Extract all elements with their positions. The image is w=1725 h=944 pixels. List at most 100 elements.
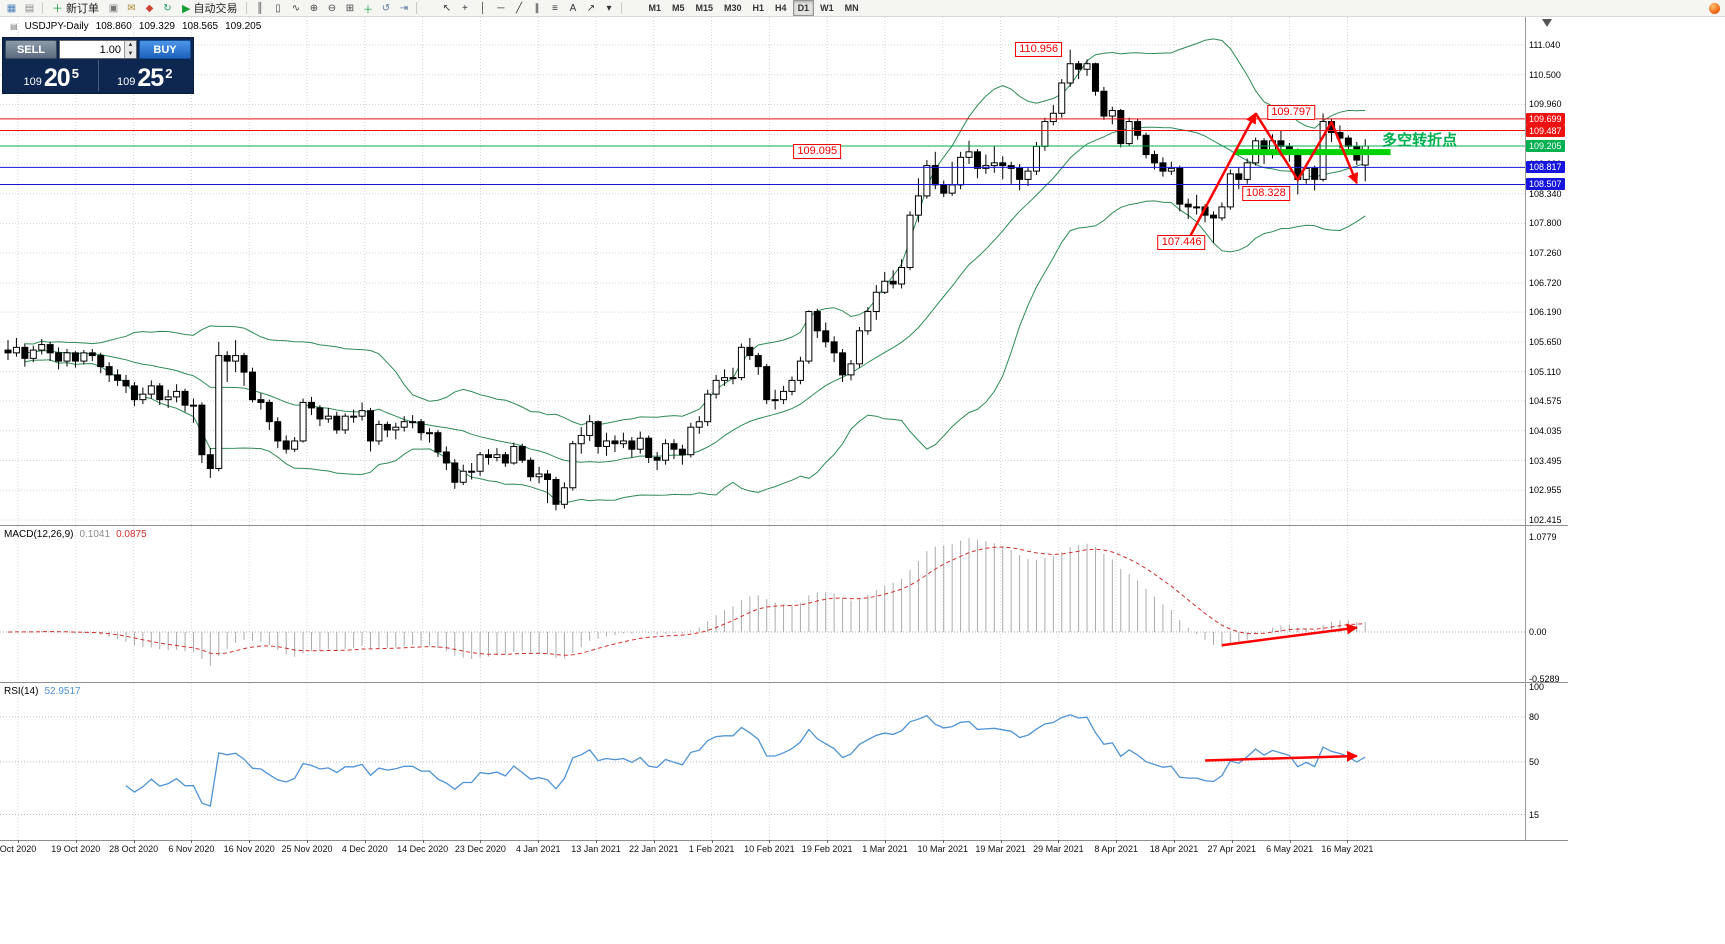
timeframe-button-m1[interactable]: M1 (648, 3, 661, 13)
candle (307, 396, 315, 416)
buy-button[interactable]: BUY (139, 40, 191, 59)
new-chart-icon[interactable]: ▦ (3, 1, 20, 16)
volume-up-arrow[interactable]: ▲ (125, 41, 136, 50)
candlestick-chart-icon[interactable]: ▯ (269, 1, 286, 16)
date-axis-label: 18 Apr 2021 (1149, 844, 1199, 854)
rsi-trend-arrow[interactable] (1205, 750, 1358, 762)
tile-windows-icon[interactable]: ⊞ (341, 1, 358, 16)
candle (350, 409, 358, 423)
date-axis-tick (1289, 840, 1291, 843)
horizontal-line-icon[interactable]: ─ (492, 1, 509, 16)
auto-scroll-icon[interactable]: ↺ (377, 1, 394, 16)
macd-indicator-label: MACD(12,26,9) 0.1041 0.0875 (4, 529, 147, 540)
price-axis[interactable]: 111.040110.500109.960109.420108.880108.3… (1525, 0, 1585, 944)
profiles-icon-glyph: ▤ (24, 2, 35, 14)
turning-point-note[interactable]: 多空转折点 (1382, 132, 1458, 150)
volume-down-arrow[interactable]: ▼ (125, 49, 136, 58)
candle (417, 418, 425, 441)
date-axis-tick (480, 840, 482, 843)
auto-trading-button[interactable]: ▶ 自动交易 (177, 1, 242, 16)
macd-panel[interactable] (0, 526, 1525, 682)
candle (29, 345, 37, 363)
date-axis-tick (307, 840, 308, 843)
date-axis[interactable]: Oct 2020 19 Oct 2020 28 Oct 2020 6 Nov 2020… (0, 840, 1568, 862)
profiles-icon[interactable]: ▤ (21, 1, 38, 16)
more-tools-icon[interactable]: ▾ (600, 1, 617, 16)
panel-separator[interactable] (0, 682, 1568, 683)
price-callout[interactable]: 109.797 (1267, 105, 1316, 121)
resistance-line-1-tag: 109.699 (1526, 112, 1565, 125)
fibonacci-icon[interactable]: ≡ (546, 1, 563, 16)
price-axis-label: 104.035 (1529, 425, 1562, 436)
date-axis-label: 10 Feb 2021 (744, 844, 795, 854)
candle (1235, 167, 1243, 190)
price-callout[interactable]: 110.956 (1015, 41, 1063, 57)
horizontal-line-icon-glyph: ─ (497, 2, 505, 14)
price-callout[interactable]: 108.328 (1242, 186, 1290, 202)
line-chart-icon[interactable]: ∿ (287, 1, 304, 16)
news-icon[interactable]: ◆ (141, 1, 158, 16)
volume-field[interactable]: 1.00 ▲ ▼ (59, 40, 137, 59)
date-axis-label: 13 Jan 2021 (571, 844, 621, 854)
price-axis-label: 105.110 (1529, 366, 1561, 377)
bar-chart-icon[interactable]: ║ (251, 1, 268, 16)
refresh-icon[interactable]: ↻ (159, 1, 176, 16)
date-axis-tick (653, 840, 655, 843)
sell-button[interactable]: SELL (5, 40, 57, 59)
trendline-icon[interactable]: ╱ (510, 1, 527, 16)
mail-icon[interactable]: ✉ (123, 1, 140, 16)
date-axis-label: 19 Mar 2021 (975, 844, 1026, 854)
candle (333, 411, 341, 434)
price-callout[interactable]: 109.095 (793, 144, 842, 160)
timeframe-button-w1[interactable]: W1 (820, 3, 834, 13)
main-chart[interactable] (0, 17, 1525, 525)
macd-signal-line (7, 546, 1366, 656)
channel-icon[interactable]: ∥ (528, 1, 545, 16)
chart-shift-marker[interactable] (1542, 19, 1552, 27)
timeframe-button-d1[interactable]: D1 (792, 0, 815, 16)
arrow-objects-icon[interactable]: ↗ (582, 1, 599, 16)
candle (400, 416, 408, 432)
toolbar-separator (621, 2, 623, 14)
timeframe-button-h4[interactable]: H4 (775, 3, 787, 13)
candle (248, 367, 256, 403)
candle (105, 362, 113, 383)
timeframe-button-m5[interactable]: M5 (671, 3, 685, 13)
price-axis-label: 108.340 (1529, 188, 1562, 199)
print-icon[interactable]: ▣ (105, 1, 122, 16)
zoom-in-icon-glyph: ⊕ (309, 2, 319, 14)
date-axis-label: 16 May 2021 (1321, 844, 1374, 854)
timeframe-button-m30[interactable]: M30 (724, 3, 742, 13)
panel-separator[interactable] (0, 525, 1568, 526)
timeframe-button-m15[interactable]: M15 (695, 3, 714, 13)
date-axis-tick (1347, 840, 1349, 843)
bull-trend-arrow[interactable] (1187, 112, 1257, 241)
price-callout[interactable]: 107.446 (1157, 234, 1206, 250)
chart-shift-icon[interactable]: ⇥ (395, 1, 412, 16)
indicators-icon[interactable]: ＋ (359, 1, 376, 16)
timeframe-button-h1[interactable]: H1 (752, 3, 765, 13)
date-axis-label: 6 Nov 2020 (168, 844, 215, 854)
panel-separator[interactable] (0, 840, 1568, 841)
vertical-line-icon[interactable]: │ (474, 1, 491, 16)
rsi-panel[interactable] (0, 683, 1525, 840)
zoom-out-icon[interactable]: ⊖ (323, 1, 340, 16)
candlestick-series (4, 49, 1369, 511)
cursor-icon[interactable]: ↖ (438, 1, 455, 16)
date-axis-label: 28 Oct 2020 (109, 844, 159, 854)
rsi-value: 52.9517 (44, 686, 81, 697)
crosshair-icon[interactable]: + (456, 1, 473, 16)
text-icon[interactable]: A (564, 1, 581, 16)
macd-trend-arrow[interactable] (1221, 623, 1358, 647)
macd-name: MACD(12,26,9) (4, 529, 74, 540)
timeframe-button-mn[interactable]: MN (844, 3, 859, 13)
new-order-button[interactable]: ＋新订单 (47, 1, 104, 16)
candle (881, 271, 889, 294)
sell-price[interactable]: 109 20 5 (5, 60, 99, 91)
date-axis-tick (18, 840, 19, 843)
candle (324, 407, 332, 423)
zoom-in-icon[interactable]: ⊕ (305, 1, 322, 16)
zigzag-arrow[interactable] (1254, 112, 1359, 185)
buy-price[interactable]: 109 25 2 (99, 60, 192, 91)
date-axis-tick (596, 840, 597, 843)
